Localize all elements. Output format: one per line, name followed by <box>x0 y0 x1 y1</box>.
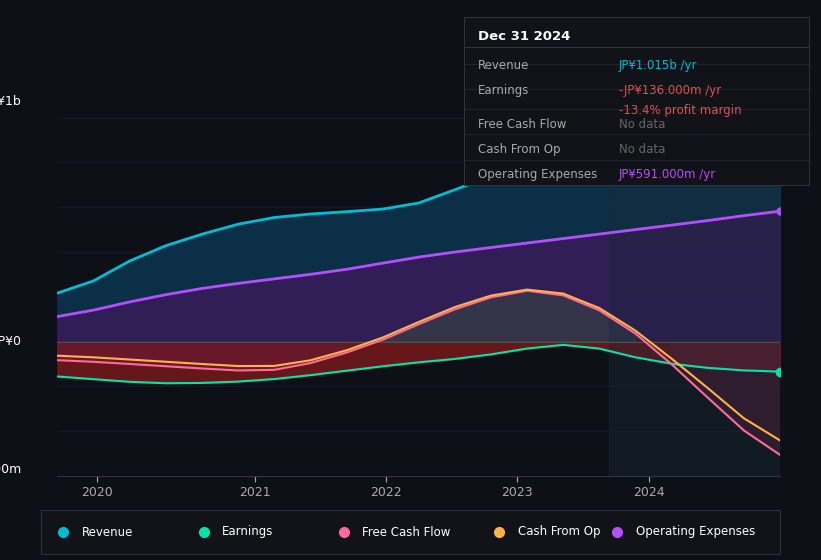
Text: No data: No data <box>619 143 665 156</box>
Text: Free Cash Flow: Free Cash Flow <box>363 525 451 539</box>
Text: Revenue: Revenue <box>478 59 529 72</box>
Text: Earnings: Earnings <box>478 84 529 97</box>
Text: No data: No data <box>619 118 665 130</box>
Text: Free Cash Flow: Free Cash Flow <box>478 118 566 130</box>
Text: Cash From Op: Cash From Op <box>518 525 600 539</box>
Text: -13.4% profit margin: -13.4% profit margin <box>619 104 741 117</box>
Text: JP¥1.015b /yr: JP¥1.015b /yr <box>619 59 698 72</box>
Text: -JP¥136.000m /yr: -JP¥136.000m /yr <box>619 84 722 97</box>
Text: Operating Expenses: Operating Expenses <box>478 168 597 181</box>
Text: JP¥1b: JP¥1b <box>0 95 21 108</box>
Text: Dec 31 2024: Dec 31 2024 <box>478 30 570 43</box>
Text: JP¥0: JP¥0 <box>0 335 21 348</box>
Text: JP¥591.000m /yr: JP¥591.000m /yr <box>619 168 716 181</box>
Text: Earnings: Earnings <box>222 525 273 539</box>
Bar <box>609 95 780 476</box>
Text: Cash From Op: Cash From Op <box>478 143 560 156</box>
Text: -JP¥600m: -JP¥600m <box>0 463 21 476</box>
Text: Revenue: Revenue <box>82 525 133 539</box>
Text: Operating Expenses: Operating Expenses <box>636 525 755 539</box>
